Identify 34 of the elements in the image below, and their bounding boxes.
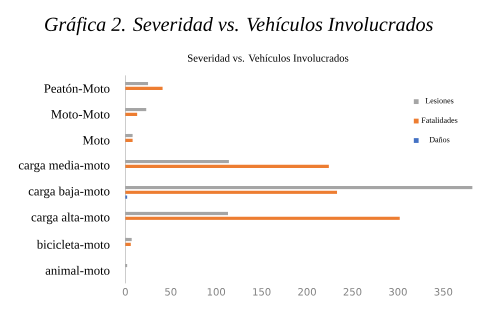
bar (125, 164, 329, 168)
bar (125, 190, 338, 194)
x-tick-label: 350 (434, 288, 452, 296)
bar (125, 160, 229, 164)
y-tick-label: animal-moto (46, 266, 110, 275)
legend-label: Lesiones (426, 98, 454, 104)
y-tick-label: Peatón-Moto (44, 84, 110, 93)
legend-label: Daños (430, 136, 450, 142)
y-tick-label: carga baja-moto (28, 186, 110, 198)
y-tick-label: Moto-Moto (51, 110, 110, 119)
chart-subtitle: Severidad vs. Vehículos Involucrados (188, 54, 348, 62)
y-tick-label: carga media-moto (18, 160, 110, 172)
x-tick-label: 300 (389, 288, 407, 296)
x-tick-label: 0 (122, 288, 128, 296)
y-tick-label: bicicleta-moto (36, 240, 110, 249)
bar (125, 138, 133, 142)
bar (125, 82, 148, 86)
bar (125, 242, 131, 246)
x-tick-label: 100 (208, 288, 226, 296)
bar (125, 86, 163, 90)
x-tick-label: 200 (298, 288, 316, 296)
chart-title: Gráfica 2. Severidad vs. Vehículos Involucrados (45, 16, 433, 36)
bar (125, 216, 400, 220)
bar (125, 134, 133, 138)
x-tick-label: 50 (165, 288, 176, 296)
legend-label: Fatalidades (422, 117, 458, 123)
y-tick-label: carga alta-moto (32, 212, 110, 224)
bar (125, 112, 138, 116)
x-tick-label: 150 (253, 288, 270, 296)
bar (125, 108, 146, 112)
y-tick-label: Moto (82, 136, 110, 145)
x-tick-label: 250 (344, 288, 362, 296)
bar (125, 186, 472, 190)
bar (125, 212, 228, 216)
